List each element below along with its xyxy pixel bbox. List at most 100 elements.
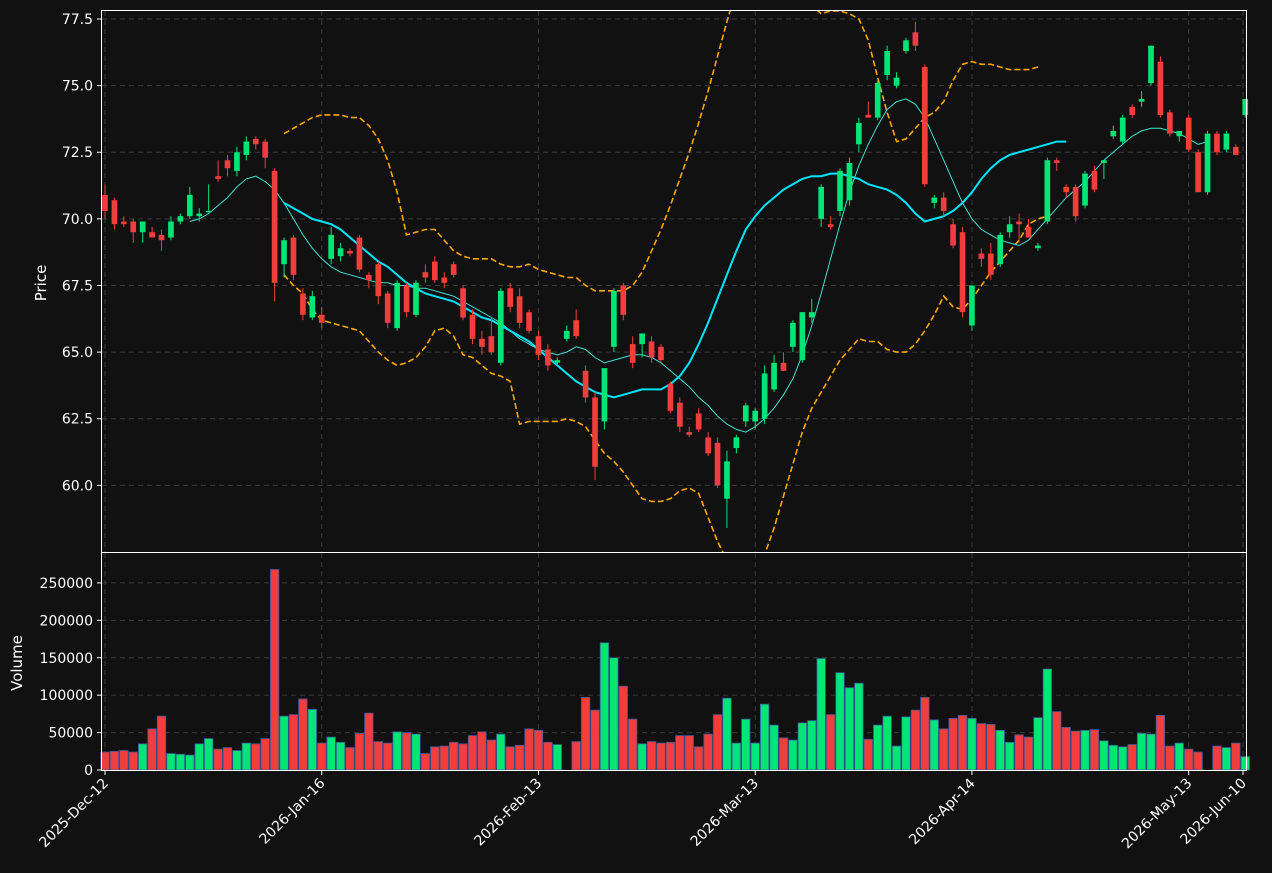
candle <box>394 280 400 331</box>
candle-body <box>1157 61 1164 115</box>
volume-bar <box>373 741 383 771</box>
candle <box>611 288 617 353</box>
candle-body <box>686 432 693 435</box>
candle-body <box>884 50 890 75</box>
candle <box>705 432 711 457</box>
volume-bar <box>204 738 214 771</box>
candle <box>488 317 495 355</box>
candle <box>224 154 231 177</box>
candle-body <box>1072 186 1079 217</box>
candle <box>431 256 438 283</box>
volume-bar <box>1042 668 1052 771</box>
volume-bar <box>420 753 431 771</box>
candle-body <box>431 261 438 281</box>
candle <box>771 354 777 393</box>
volume-bar <box>599 642 610 771</box>
candle <box>309 290 316 321</box>
volume-bar <box>138 743 148 771</box>
candle <box>535 330 542 361</box>
candle <box>903 37 909 54</box>
candle-body <box>516 296 523 323</box>
volume-bar <box>590 709 600 771</box>
candle-body <box>507 288 514 307</box>
candle <box>186 186 193 219</box>
volume-bar <box>392 731 402 771</box>
candle-body <box>262 141 269 158</box>
volume-bar <box>825 714 836 771</box>
candle <box>1072 184 1079 222</box>
candle <box>1053 157 1060 171</box>
candle-body <box>1195 152 1201 193</box>
volume-bar <box>656 742 666 771</box>
candle-body <box>592 397 598 467</box>
candle-body <box>394 282 400 329</box>
candle <box>818 184 825 227</box>
candle-body <box>752 410 759 422</box>
volume-bar <box>401 732 412 771</box>
candle <box>931 194 938 209</box>
candle-body <box>874 82 881 118</box>
candle-body <box>1110 130 1117 137</box>
price-panel: 60.0 62.5 65.0 67.5 70.0 72.5 75.0 77.5 Price <box>32 10 1249 553</box>
volume-bar <box>929 719 939 771</box>
candle <box>780 352 787 371</box>
candle <box>1016 213 1022 243</box>
candle-body <box>648 341 655 358</box>
volume-bar <box>486 739 496 771</box>
volume-tick-label: 150000 <box>40 651 93 667</box>
volume-bar <box>665 741 676 771</box>
candle-body <box>629 344 636 363</box>
candle <box>648 336 655 363</box>
candle-body <box>1082 173 1088 206</box>
candle <box>1195 149 1201 193</box>
candle <box>130 218 137 243</box>
volume-bar <box>533 729 544 771</box>
candle-body <box>403 285 410 313</box>
candle <box>149 226 155 238</box>
volume-bar <box>618 685 628 771</box>
candle <box>761 365 768 425</box>
candle <box>111 197 118 230</box>
candle <box>516 288 523 329</box>
volume-bar <box>694 746 704 771</box>
volume-bar <box>1005 741 1015 771</box>
candlesticks <box>102 21 1249 529</box>
volume-bar <box>1033 717 1043 771</box>
candle <box>808 298 815 323</box>
volume-bar <box>505 746 515 771</box>
candle <box>827 216 834 230</box>
candle-body <box>554 360 561 363</box>
candle-body <box>535 336 542 355</box>
candle-body <box>601 368 608 422</box>
candle <box>1101 160 1107 179</box>
volume-bar <box>1165 745 1175 771</box>
candle <box>347 248 353 257</box>
volume-bar <box>580 697 591 771</box>
candle-body <box>479 338 485 347</box>
volume-tick-label: 200000 <box>40 613 93 629</box>
candle-body <box>808 312 815 318</box>
candle <box>592 392 598 481</box>
volume-bar <box>458 743 468 771</box>
candle <box>695 408 702 433</box>
volume-bar <box>882 715 892 771</box>
candle-body <box>733 437 740 449</box>
candle-body <box>1223 133 1230 150</box>
price-tick-label: 65.0 <box>62 345 93 361</box>
volume-bar <box>279 715 289 771</box>
candle <box>469 309 476 345</box>
candle <box>1006 216 1013 238</box>
price-tick-label: 77.5 <box>62 12 93 28</box>
candle <box>441 272 448 289</box>
candle <box>1119 114 1126 145</box>
candle-body <box>318 314 325 323</box>
volume-bar <box>571 741 581 771</box>
volume-bar <box>844 687 855 771</box>
volume-bar <box>854 682 864 771</box>
candle <box>677 397 683 433</box>
candle <box>799 312 806 363</box>
volume-bar <box>646 741 657 771</box>
volume-bar <box>637 743 647 771</box>
volume-axis-label: Volume <box>8 635 26 691</box>
